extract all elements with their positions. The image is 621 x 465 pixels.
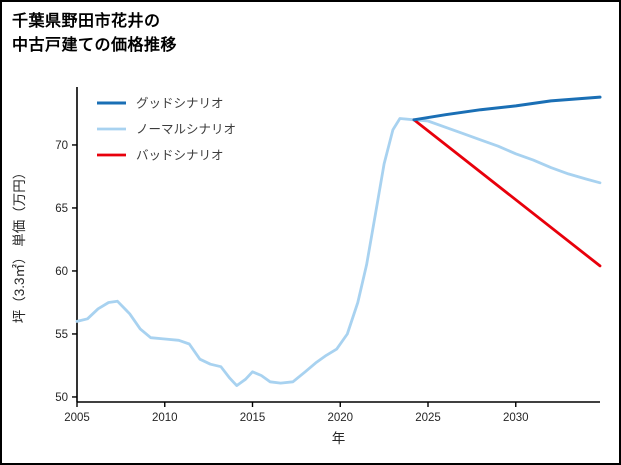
y-tick-label: 60	[55, 266, 68, 278]
x-tick-label: 2015	[240, 412, 266, 424]
y-tick-label: 65	[55, 203, 68, 215]
x-tick-label: 2030	[503, 412, 529, 424]
chart-title: 千葉県野田市花井の 中古戸建ての価格推移	[12, 10, 177, 58]
series-line-bad	[412, 118, 602, 268]
chart-title-line2: 中古戸建ての価格推移	[12, 37, 178, 54]
y-axis-label: 坪（3.3㎡） 単価（万円）	[12, 166, 27, 324]
x-axis-label: 年	[332, 431, 346, 446]
x-tick-label: 2020	[327, 412, 353, 424]
legend-label-bad: バッドシナリオ	[136, 149, 224, 163]
series-line-good	[412, 95, 602, 122]
y-tick-label: 70	[55, 140, 68, 152]
y-tick-label: 55	[55, 329, 68, 341]
y-tick-label: 50	[55, 392, 68, 404]
legend-label-normal: ノーマルシナリオ	[136, 123, 236, 137]
x-tick-label: 2010	[152, 412, 178, 424]
chart-title-line1: 千葉県野田市花井の	[12, 13, 161, 30]
x-tick-label: 2005	[64, 412, 90, 424]
legend-label-good: グッドシナリオ	[136, 97, 224, 111]
series-line-normal	[75, 117, 602, 388]
x-tick-label: 2025	[415, 412, 441, 424]
